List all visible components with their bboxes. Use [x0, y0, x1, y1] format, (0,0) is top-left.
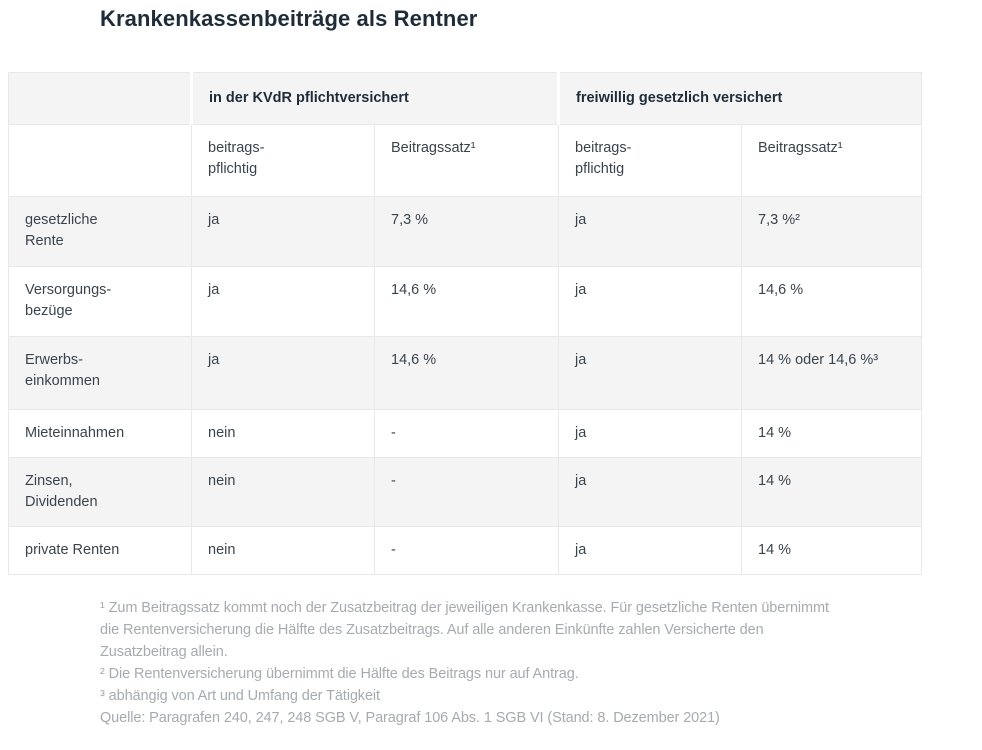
cell: 7,3 %²	[741, 196, 923, 267]
group-header-voluntary: freiwillig gesetzlich versichert	[557, 72, 923, 125]
sub-header-rate-kvdr: Beitragssatz¹	[373, 124, 560, 197]
sub-header-row: beitrags- pflichtig Beitragssatz¹ beitra…	[8, 124, 923, 197]
cell: 14 %	[741, 409, 923, 458]
footnote-1: ¹ Zum Beitragssatz kommt noch der Zusatz…	[100, 600, 829, 660]
contribution-table-wrap: in der KVdR pflichtversichert freiwillig…	[8, 72, 923, 575]
footnote-3: ³ abhängig von Art und Umfang der Tätigk…	[100, 688, 380, 704]
table-row: Zinsen, Dividenden nein - ja 14 %	[8, 457, 923, 527]
sub-header-contributory-kvdr: beitrags- pflichtig	[191, 124, 375, 197]
corner-cell	[8, 72, 192, 125]
cell: ja	[558, 196, 743, 267]
cell: 14 %	[741, 457, 923, 527]
source-line: Quelle: Paragrafen 240, 247, 248 SGB V, …	[100, 710, 720, 726]
cell: ja	[558, 266, 743, 337]
row-label: Versorgungs- bezüge	[8, 266, 192, 337]
row-label: private Renten	[8, 526, 192, 575]
cell: ja	[558, 457, 743, 527]
cell: ja	[191, 266, 375, 337]
cell: ja	[191, 196, 375, 267]
row-label: Mieteinnahmen	[8, 409, 192, 458]
footnote-2: ² Die Rentenversicherung übernimmt die H…	[100, 666, 579, 682]
cell: ja	[191, 336, 375, 410]
cell: 14,6 %	[741, 266, 923, 337]
cell: 14,6 %	[373, 336, 560, 410]
cell: nein	[191, 526, 375, 575]
contribution-table: in der KVdR pflichtversichert freiwillig…	[8, 72, 923, 575]
cell: -	[373, 409, 560, 458]
cell: 14,6 %	[373, 266, 560, 337]
table-row: Mieteinnahmen nein - ja 14 %	[8, 409, 923, 458]
footnotes: ¹ Zum Beitragssatz kommt noch der Zusatz…	[100, 597, 848, 729]
row-label: Zinsen, Dividenden	[8, 457, 192, 527]
table-row: private Renten nein - ja 14 %	[8, 526, 923, 575]
cell: ja	[558, 526, 743, 575]
cell: -	[373, 457, 560, 527]
row-label: gesetzliche Rente	[8, 196, 192, 267]
table-row: gesetzliche Rente ja 7,3 % ja 7,3 %²	[8, 196, 923, 267]
page-title: Krankenkassenbeiträge als Rentner	[100, 6, 478, 31]
cell: 14 % oder 14,6 %³	[741, 336, 923, 410]
sub-header-contributory-voluntary: beitrags- pflichtig	[558, 124, 743, 197]
table-row: Erwerbs- einkommen ja 14,6 % ja 14 % ode…	[8, 336, 923, 410]
group-header-row: in der KVdR pflichtversichert freiwillig…	[8, 72, 923, 125]
cell: -	[373, 526, 560, 575]
cell: nein	[191, 409, 375, 458]
row-label: Erwerbs- einkommen	[8, 336, 192, 410]
cell: ja	[558, 336, 743, 410]
group-header-kvdr: in der KVdR pflichtversichert	[189, 72, 560, 125]
table-row: Versorgungs- bezüge ja 14,6 % ja 14,6 %	[8, 266, 923, 337]
sub-header-rate-voluntary: Beitragssatz¹	[741, 124, 923, 197]
cell: ja	[558, 409, 743, 458]
cell: nein	[191, 457, 375, 527]
cell: 14 %	[741, 526, 923, 575]
cell: 7,3 %	[373, 196, 560, 267]
sub-header-empty	[8, 124, 192, 197]
